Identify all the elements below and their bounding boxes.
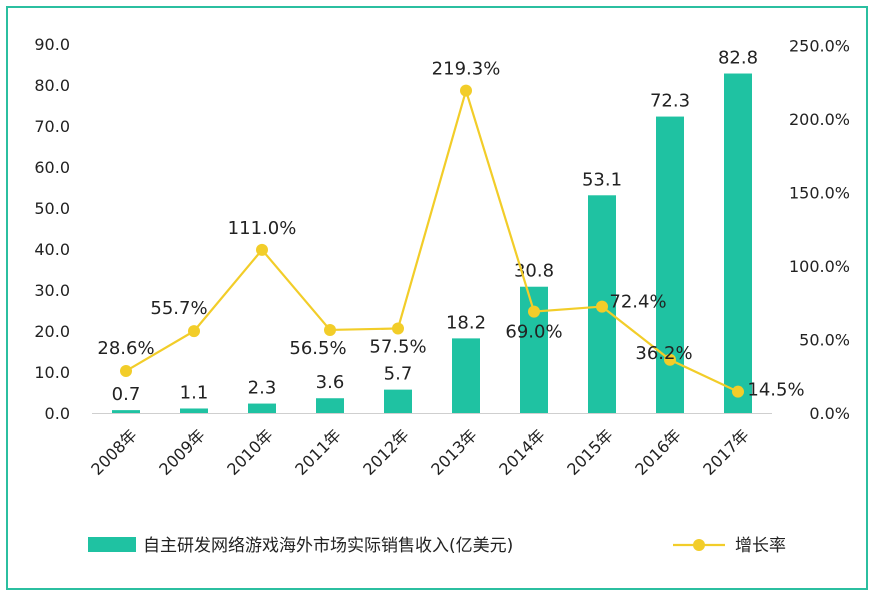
x-axis-tick: 2017年 [699, 425, 753, 479]
growth-value-label: 111.0% [228, 218, 297, 239]
x-axis-tick: 2008年 [87, 425, 141, 479]
left-axis-tick: 50.0 [34, 199, 70, 218]
bar-value-label: 72.3 [650, 91, 690, 112]
right-axis-tick: 150.0% [789, 184, 850, 203]
x-axis-ticks: 2008年 2009年 2010年 2011年 2012年 2013年 2014年 2015年… [87, 425, 753, 479]
x-axis-tick: 2010年 [223, 425, 277, 479]
right-axis-ticks: 0.0% 50.0% 100.0% 150.0% 200.0% 250.0% [789, 37, 850, 424]
left-axis-tick: 70.0 [34, 117, 70, 136]
growth-value-label: 55.7% [150, 298, 207, 319]
legend-bar-label: 自主研发网络游戏海外市场实际销售收入(亿美元) [143, 536, 513, 556]
x-axis-tick: 2012年 [359, 425, 413, 479]
growth-point [324, 323, 336, 336]
growth-value-label: 14.5% [747, 380, 804, 401]
left-axis-tick: 60.0 [34, 158, 70, 177]
x-axis-tick: 2015年 [563, 425, 617, 479]
x-axis-tick: 2009年 [155, 425, 209, 479]
bar-value-label: 82.8 [718, 48, 758, 69]
bar-value-label: 5.7 [384, 364, 413, 385]
growth-point [732, 385, 744, 398]
growth-value-label: 69.0% [505, 322, 562, 343]
bar [248, 403, 276, 413]
left-axis-tick: 30.0 [34, 281, 70, 300]
bar-value-label: 3.6 [316, 372, 345, 393]
bar-value-label: 1.1 [180, 382, 209, 403]
line-series: 28.6% 55.7% 111.0% 56.5% 57.5% 219.3% 69.0% 72.… [97, 59, 804, 401]
growth-point [120, 364, 132, 377]
bar [384, 389, 412, 413]
x-axis-tick: 2014年 [495, 425, 549, 479]
growth-value-label: 219.3% [432, 59, 501, 80]
growth-point [596, 300, 608, 313]
legend-line-marker [693, 539, 705, 551]
legend: 自主研发网络游戏海外市场实际销售收入(亿美元) 增长率 [88, 536, 786, 556]
right-axis-tick: 200.0% [789, 110, 850, 129]
growth-value-label: 28.6% [97, 338, 154, 359]
x-axis-tick: 2016年 [631, 425, 685, 479]
right-axis-tick: 0.0% [809, 404, 850, 423]
left-axis-ticks: 0.0 10.0 20.0 30.0 40.0 50.0 60.0 70.0 80.0 90.0 [34, 35, 70, 423]
bar [112, 410, 140, 413]
growth-point [528, 305, 540, 318]
growth-value-label: 36.2% [635, 343, 692, 364]
right-axis-tick: 100.0% [789, 257, 850, 276]
growth-value-label: 57.5% [369, 336, 426, 357]
bar [452, 338, 480, 413]
growth-value-label: 72.4% [609, 292, 666, 313]
growth-point [256, 243, 268, 256]
bar-value-label: 0.7 [112, 384, 141, 405]
growth-point [392, 322, 404, 335]
legend-bar-swatch [88, 537, 136, 552]
growth-line [125, 86, 739, 393]
left-axis-tick: 10.0 [34, 363, 70, 382]
legend-line-label: 增长率 [735, 536, 786, 556]
bar [180, 408, 208, 413]
right-axis-tick: 250.0% [789, 37, 850, 56]
bar [316, 398, 344, 413]
growth-point [460, 84, 472, 97]
chart-frame [6, 6, 868, 590]
bar-value-label: 2.3 [248, 378, 277, 399]
growth-point [664, 353, 676, 366]
growth-point [188, 325, 200, 338]
bar [656, 116, 684, 413]
bar-value-label: 18.2 [446, 312, 486, 333]
left-axis-tick: 0.0 [45, 404, 70, 423]
bar-value-label: 53.1 [582, 169, 622, 190]
left-axis-tick: 80.0 [34, 76, 70, 95]
x-axis-tick: 2013年 [427, 425, 481, 479]
right-axis-tick: 50.0% [799, 331, 850, 350]
x-axis-tick: 2011年 [291, 425, 345, 479]
left-axis-tick: 40.0 [34, 240, 70, 259]
left-axis-tick: 20.0 [34, 322, 70, 341]
left-axis-tick: 90.0 [34, 35, 70, 54]
bar [724, 73, 752, 414]
growth-value-label: 56.5% [289, 338, 346, 359]
